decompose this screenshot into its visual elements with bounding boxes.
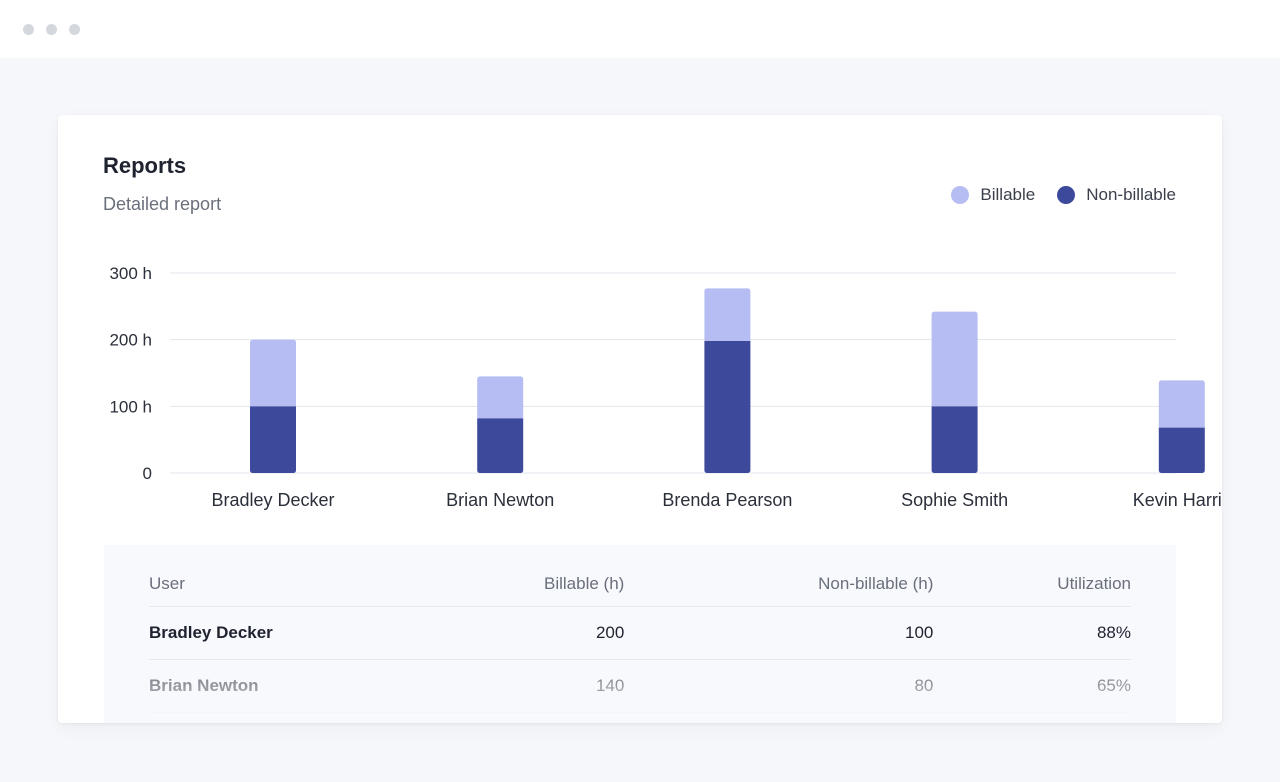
- cell-user: Brian Newton: [149, 659, 409, 713]
- window-titlebar: [0, 0, 1280, 58]
- cell-billable: 200: [409, 606, 625, 660]
- bar-non-billable[interactable]: [1158, 427, 1205, 473]
- window-control-dot[interactable]: [46, 24, 57, 35]
- column-header-billable[interactable]: Billable (h): [409, 561, 625, 607]
- bar-non-billable[interactable]: [250, 406, 296, 473]
- x-category-label: Brenda Pearson: [662, 490, 792, 510]
- bar-billable[interactable]: [704, 288, 751, 341]
- window-control-dot[interactable]: [69, 24, 80, 35]
- legend-item-billable[interactable]: Billable: [951, 185, 1035, 205]
- bar-billable[interactable]: [931, 311, 978, 407]
- legend-swatch-non-billable: [1057, 186, 1076, 204]
- column-header-non-billable[interactable]: Non-billable (h): [624, 561, 934, 607]
- x-category-label: Sophie Smith: [901, 490, 1008, 510]
- table-row[interactable]: Brian Newton 140 80 65%: [149, 659, 1131, 713]
- column-header-user[interactable]: User: [149, 561, 409, 607]
- card-subtitle: Detailed report: [103, 194, 222, 214]
- bar-billable[interactable]: [250, 339, 296, 407]
- bar-billable[interactable]: [1158, 380, 1205, 428]
- bar-non-billable[interactable]: [931, 406, 978, 473]
- bar-non-billable[interactable]: [704, 341, 751, 473]
- cell-non-billable: 100: [624, 606, 934, 660]
- table-header-row: User Billable (h) Non-billable (h) Utili…: [149, 561, 1131, 607]
- column-header-utilization[interactable]: Utilization: [933, 561, 1131, 607]
- cell-user: Bradley Decker: [149, 606, 409, 660]
- x-category-label: Bradley Decker: [211, 490, 334, 510]
- window-control-dot[interactable]: [23, 24, 34, 35]
- stacked-bar-chart: 0 100 h 200 h 300 h Bradley Decker Brian Newt…: [109, 264, 1222, 510]
- cell-utilization: 65%: [933, 659, 1131, 713]
- y-tick-label: 300 h: [109, 264, 152, 283]
- report-table-panel: User Billable (h) Non-billable (h) Utili…: [104, 545, 1176, 723]
- legend-item-non-billable[interactable]: Non-billable: [1057, 185, 1176, 205]
- cell-non-billable: 80: [624, 659, 934, 713]
- y-tick-label: 100 h: [109, 397, 152, 416]
- reports-card: Reports Detailed report Billable Non-bil…: [58, 115, 1222, 723]
- cell-billable: 140: [409, 659, 625, 713]
- bar-non-billable[interactable]: [477, 418, 524, 473]
- y-tick-label: 0: [143, 464, 152, 483]
- report-table: User Billable (h) Non-billable (h) Utili…: [149, 561, 1131, 713]
- table-row[interactable]: Bradley Decker 200 100 88%: [149, 606, 1131, 660]
- cell-utilization: 88%: [933, 606, 1131, 660]
- chart-legend: Billable Non-billable: [929, 185, 1176, 205]
- bar-billable[interactable]: [477, 376, 524, 419]
- x-category-label: Kevin Harris: [1133, 490, 1222, 510]
- legend-label-billable: Billable: [980, 185, 1036, 204]
- card-title: Reports: [103, 153, 187, 178]
- x-category-label: Brian Newton: [446, 490, 554, 510]
- legend-label-non-billable: Non-billable: [1086, 185, 1176, 204]
- legend-swatch-billable: [951, 186, 970, 204]
- y-tick-label: 200 h: [109, 331, 152, 350]
